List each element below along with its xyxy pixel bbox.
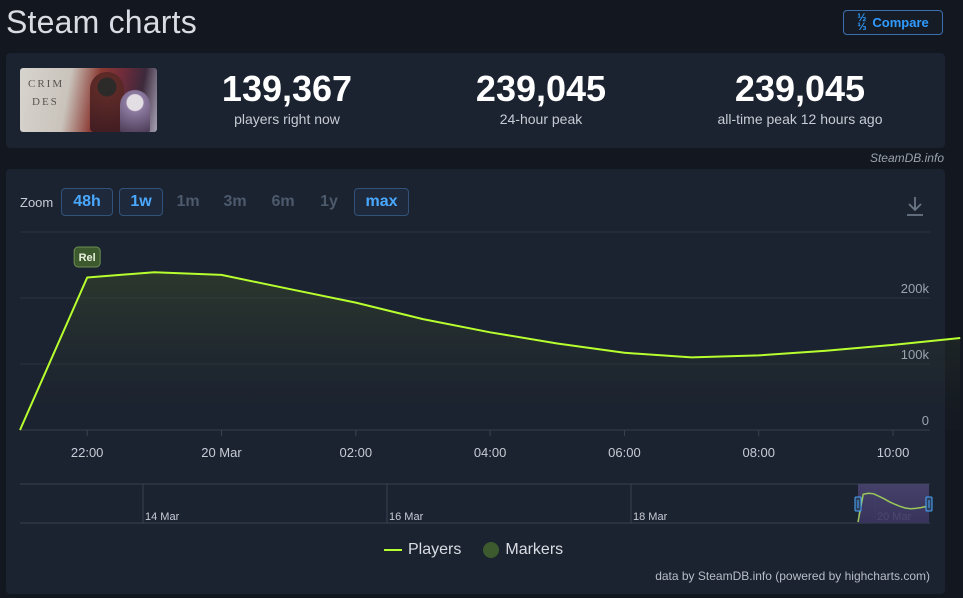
legend-players[interactable]: Players: [384, 541, 461, 559]
navigator-label: 18 Mar: [633, 511, 668, 523]
zoom-max-button[interactable]: max: [354, 188, 409, 216]
legend-label: Markers: [505, 541, 564, 558]
x-tick-label: 10:00: [877, 445, 910, 460]
legend-label: Players: [408, 541, 462, 558]
zoom-6m-button[interactable]: 6m: [271, 193, 295, 210]
zoom-label: Zoom: [20, 195, 54, 210]
steamdb-credit-link[interactable]: SteamDB.info: [869, 151, 944, 165]
character-figure: [120, 90, 150, 132]
stat-current-players: 139,367 players right now: [204, 68, 370, 128]
page-title: Steam charts: [6, 4, 197, 40]
chart-credit[interactable]: data by SteamDB.info (powered by highcha…: [655, 569, 930, 583]
game-title-line2: DES: [32, 96, 59, 108]
players-area: [20, 272, 961, 430]
y-tick-label: 100k: [901, 347, 930, 362]
zoom-1w-button[interactable]: 1w: [119, 188, 163, 216]
stat-value: 239,045: [475, 68, 607, 109]
stats-panel: CRIM DES 139,367 players right now 239,0…: [6, 53, 945, 148]
marker-badge: [73, 246, 101, 268]
x-tick-label: 04:00: [474, 445, 507, 460]
zoom-48h-button[interactable]: 48h: [61, 188, 113, 216]
dot-swatch-icon: [483, 542, 500, 558]
x-tick-label: 06:00: [608, 445, 641, 460]
stat-value: 239,045: [734, 68, 866, 109]
y-tick-label: 0: [922, 413, 929, 428]
chart-legend: Players Markers: [384, 541, 563, 559]
compare-label: Compare: [872, 15, 929, 30]
x-tick-label: 02:00: [340, 445, 373, 460]
stat-label: 24-hour peak: [499, 111, 583, 127]
stat-label: players right now: [234, 111, 340, 127]
stat-all-time-peak: 239,045 all-time peak 12 hours ago: [700, 68, 900, 128]
stat-label: all-time peak 12 hours ago: [717, 111, 883, 127]
stat-value: 139,367: [221, 68, 353, 109]
navigator-label: 14 Mar: [145, 511, 180, 523]
character-figure: [90, 72, 124, 132]
line-swatch-icon: [384, 549, 402, 551]
marker-label: Rel: [79, 252, 96, 264]
zoom-1m-button[interactable]: 1m: [176, 193, 200, 210]
navigator-series-line: [857, 492, 932, 523]
x-tick-label: 20 Mar: [201, 445, 242, 460]
x-tick-label: 22:00: [71, 445, 104, 460]
legend-markers[interactable]: Markers: [483, 541, 563, 559]
game-title-line1: CRIM: [28, 78, 65, 90]
release-marker: Rel: [73, 246, 101, 268]
navigator-label: 16 Mar: [389, 511, 424, 523]
game-thumbnail[interactable]: CRIM DES: [20, 68, 157, 132]
x-tick-label: 08:00: [742, 445, 775, 460]
zoom-3m-button[interactable]: 3m: [223, 193, 247, 210]
stat-24h-peak: 239,045 24-hour peak: [458, 68, 624, 128]
zoom-1y-button[interactable]: 1y: [320, 193, 338, 210]
y-tick-label: 200k: [901, 281, 930, 296]
download-icon[interactable]: [903, 194, 927, 218]
